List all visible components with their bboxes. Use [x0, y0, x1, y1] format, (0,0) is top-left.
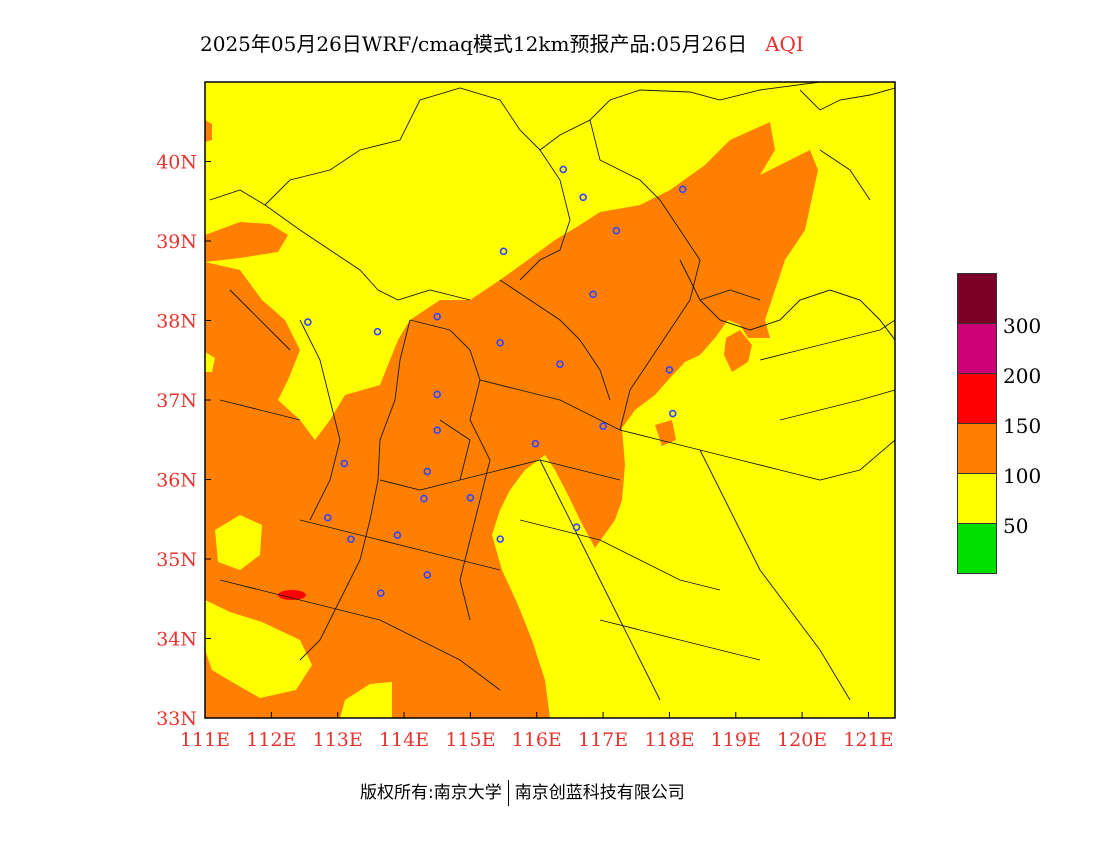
station-marker: [304, 318, 312, 326]
copyright-company: 南京创蓝科技有限公司: [514, 783, 685, 803]
station-marker: [373, 327, 382, 336]
aqi-unhealthy-sensitive-area: [724, 330, 752, 372]
title-tag: AQI: [765, 32, 804, 56]
station-marker: [340, 459, 349, 468]
copyright-owner: 版权所有:南京大学: [360, 783, 502, 803]
coastline: [679, 259, 895, 341]
station-marker: [531, 439, 540, 448]
y-tick-label: 39N: [156, 231, 197, 253]
x-tick-label: 113E: [313, 729, 363, 751]
station-marker: [347, 535, 355, 543]
station-marker: [423, 571, 432, 579]
station-markers: [304, 165, 687, 597]
copyright-separator: [507, 780, 509, 806]
aqi-moderate-area: [205, 352, 215, 372]
station-marker: [393, 531, 402, 539]
y-tick-label: 38N: [156, 311, 197, 333]
x-tick-label: 115E: [445, 729, 495, 751]
station-marker: [433, 390, 442, 399]
legend-swatch-200-300: [957, 323, 997, 374]
aqi-moderate-area: [340, 682, 392, 718]
map-fill-layer: [205, 82, 895, 718]
station-marker: [433, 312, 442, 321]
province-boundaries: [209, 82, 895, 701]
legend-label-150: 150: [1003, 414, 1042, 438]
station-marker: [499, 247, 508, 256]
x-tick-label: 117E: [578, 729, 628, 751]
station-marker: [377, 589, 385, 597]
station-marker: [668, 409, 677, 418]
x-tick-label: 111E: [180, 729, 230, 751]
station-marker: [496, 535, 505, 543]
y-tick-label: 37N: [156, 390, 197, 412]
station-marker: [433, 426, 442, 435]
aqi-moderate-area: [215, 515, 262, 570]
map-title: 2025年05月26日WRF/cmaq模式12km预报产品:05月26日 AQI: [200, 28, 804, 57]
legend-label-300: 300: [1003, 314, 1042, 338]
legend-label-100: 100: [1003, 464, 1042, 488]
station-marker: [559, 165, 568, 174]
station-marker: [423, 467, 432, 476]
station-marker: [665, 365, 674, 374]
legend-swatch-100-150: [957, 423, 997, 474]
station-marker: [556, 360, 564, 369]
station-marker: [420, 494, 428, 503]
aqi-unhealthy-sensitive-area: [655, 420, 676, 446]
x-tick-label: 114E: [379, 729, 429, 751]
legend-swatch-300plus: [957, 273, 997, 324]
station-marker: [678, 185, 687, 194]
station-marker: [466, 493, 475, 502]
aqi-unhealthy-area: [278, 590, 306, 600]
aqi-unhealthy-sensitive-area: [205, 122, 818, 718]
x-tick-label: 112E: [246, 729, 296, 751]
legend-label-200: 200: [1003, 364, 1042, 388]
station-marker: [579, 193, 587, 202]
y-tick-label: 36N: [156, 470, 197, 492]
x-tick-label: 116E: [512, 729, 562, 751]
x-tick-label: 121E: [843, 729, 893, 751]
x-tick-label: 120E: [777, 729, 827, 751]
aqi-legend: [957, 273, 997, 574]
aqi-unhealthy-sensitive-area: [205, 222, 288, 262]
legend-swatch-0-50: [957, 523, 997, 574]
title-text: 2025年05月26日WRF/cmaq模式12km预报产品:05月26日: [200, 32, 748, 56]
x-tick-label: 119E: [711, 729, 761, 751]
copyright-footer: 版权所有:南京大学 南京创蓝科技有限公司: [360, 778, 685, 806]
x-tick-label: 118E: [644, 729, 694, 751]
y-tick-label: 33N: [156, 708, 197, 730]
station-marker: [589, 290, 597, 299]
y-tick-label: 40N: [156, 152, 197, 174]
legend-swatch-150-200: [957, 373, 997, 424]
station-marker: [599, 422, 607, 431]
y-axis: 33N 34N 35N 36N 37N 38N 39N 40N: [156, 152, 211, 730]
aqi-unhealthy-sensitive-area: [205, 120, 212, 142]
y-tick-label: 34N: [156, 629, 197, 651]
x-axis: 111E 112E 113E 114E 115E 116E 117E 118E 119E 120E…: [180, 712, 894, 751]
aqi-moderate-area: [205, 600, 312, 698]
station-marker: [612, 226, 621, 235]
y-tick-label: 35N: [156, 549, 197, 571]
station-marker: [572, 523, 581, 532]
legend-label-50: 50: [1003, 514, 1029, 538]
station-marker: [496, 338, 505, 347]
legend-swatch-50-100: [957, 473, 997, 524]
station-marker: [323, 513, 332, 522]
